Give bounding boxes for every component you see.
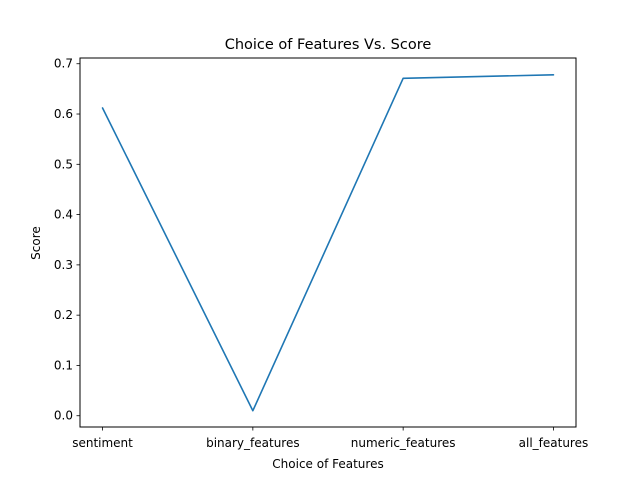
- y-tick-label: 0.5: [54, 157, 73, 171]
- x-tick-label: all_features: [519, 436, 589, 450]
- y-tick-label: 0.1: [54, 358, 73, 372]
- y-tick-label: 0.7: [54, 57, 73, 71]
- x-tick-label: sentiment: [72, 436, 133, 450]
- y-axis-title: Score: [29, 226, 43, 260]
- chart-title: Choice of Features Vs. Score: [225, 37, 432, 53]
- y-axis-ticks: 0.0 0.1 0.2 0.3 0.4 0.5 0.6 0.7: [54, 57, 80, 423]
- series-layer: [101, 74, 555, 412]
- y-tick-label: 0.4: [54, 208, 73, 222]
- y-tick-label: 0.0: [54, 409, 73, 423]
- x-axis-title: Choice of Features: [272, 457, 383, 471]
- x-tick-label: numeric_features: [351, 436, 456, 450]
- series-line-0: [101, 74, 555, 412]
- y-tick-label: 0.6: [54, 107, 73, 121]
- x-axis-ticks: sentiment binary_features numeric_features…: [72, 427, 588, 450]
- plot-frame: [79, 57, 577, 428]
- y-tick-label: 0.2: [54, 308, 73, 322]
- x-tick-label: binary_features: [206, 436, 300, 450]
- y-tick-label: 0.3: [54, 258, 73, 272]
